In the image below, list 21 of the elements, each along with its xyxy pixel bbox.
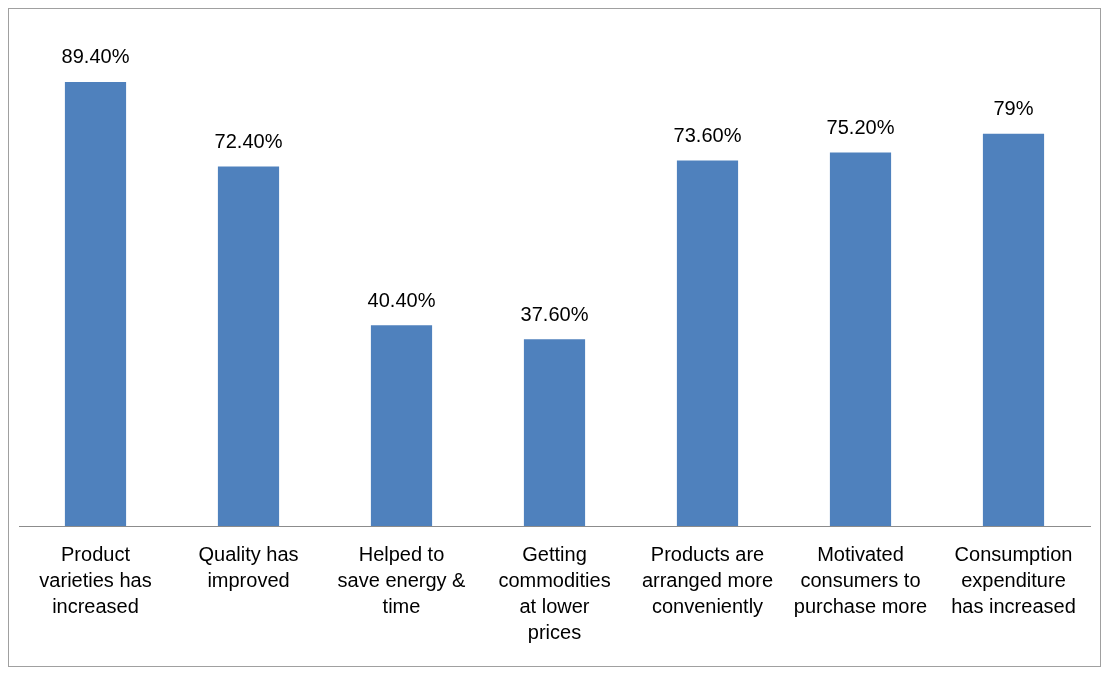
data-label: 72.40% <box>214 129 283 152</box>
data-label: 89.40% <box>61 45 130 68</box>
bar <box>982 133 1045 526</box>
data-label: 37.60% <box>520 302 589 325</box>
data-label: 79% <box>993 97 1034 120</box>
bar <box>676 160 739 526</box>
x-tick-label: Motivated consumers to purchase more <box>793 542 928 617</box>
bar <box>370 325 433 526</box>
x-tick-label: Getting commodities at lower prices <box>498 542 611 643</box>
data-label: 73.60% <box>673 123 742 146</box>
bar <box>523 339 586 526</box>
data-label: 40.40% <box>367 288 436 311</box>
x-tick-label: Consumption expenditure has increased <box>951 542 1076 617</box>
x-tick-label: Quality has improved <box>198 542 299 591</box>
bar <box>829 152 892 526</box>
x-tick-label: Products are arranged more conveniently <box>641 542 774 617</box>
bar <box>64 81 127 526</box>
x-tick-label: Product varieties has increased <box>39 542 152 617</box>
bar <box>217 166 280 526</box>
x-tick-label: Helped to save energy & time <box>337 542 467 617</box>
data-label: 75.20% <box>826 116 895 139</box>
